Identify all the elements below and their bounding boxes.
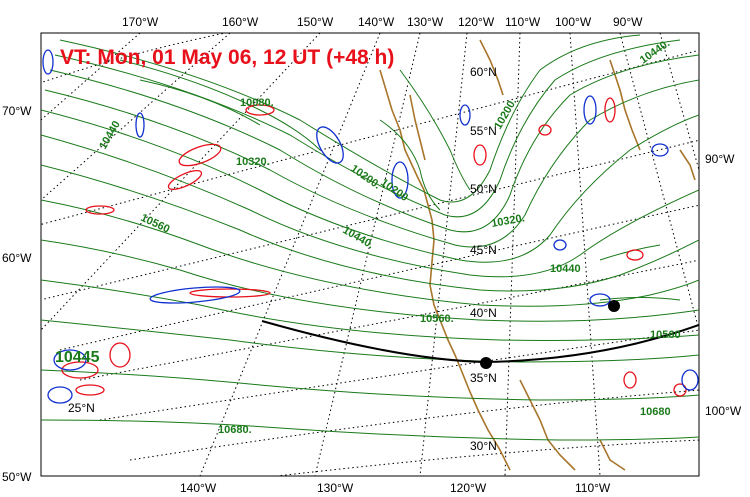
- left-label: 70°W: [2, 104, 32, 118]
- positive-contours: [61, 97, 687, 397]
- bottom-lon-label: 140°W: [180, 481, 217, 495]
- top-lon-label: 170°W: [122, 15, 159, 29]
- top-lon-label: 140°W: [358, 15, 395, 29]
- map-title: VT: Mon, 01 May 06, 12 UT (+48 h): [60, 46, 394, 69]
- bottom-lon-label: 110°W: [575, 481, 611, 495]
- lat-label-55: 55°N: [470, 124, 497, 138]
- lat-label-40: 40°N: [470, 306, 497, 320]
- trajectory-point-west[interactable]: [480, 357, 492, 369]
- lat-label-25: 25°N: [68, 401, 95, 415]
- lat-label-45: 45°N: [470, 243, 497, 257]
- latitude-labels: 60°N 55°N 50°N 45°N 40°N 35°N 30°N 25°N: [68, 65, 497, 453]
- contour-label: 10560: [650, 329, 681, 341]
- bottom-lon-label: 130°W: [317, 481, 354, 495]
- negative-contours: [42, 49, 699, 404]
- contour-label: 10320.: [490, 212, 525, 230]
- map-panel-border: [40, 32, 700, 477]
- left-label: 60°W: [2, 251, 32, 265]
- contour-label: 10320.: [236, 156, 270, 168]
- right-label: 90°W: [705, 152, 735, 166]
- top-lon-label: 100°W: [555, 15, 592, 29]
- contour-label: 10440: [550, 263, 581, 275]
- bottom-longitude-labels: 140°W 130°W 120°W 110°W: [180, 481, 611, 495]
- right-label: 100°W: [705, 404, 742, 418]
- bottom-lon-label: 120°W: [450, 481, 487, 495]
- left-label: 50°W: [2, 470, 32, 484]
- top-lon-label: 150°W: [297, 15, 334, 29]
- left-side-labels: 70°W 60°W 50°W: [2, 104, 32, 484]
- top-lon-label: 110°W: [505, 15, 541, 29]
- lat-label-50: 50°N: [470, 182, 497, 196]
- trajectory-point-east[interactable]: [608, 300, 620, 312]
- contour-label: 10680.: [218, 424, 252, 436]
- lat-label-60: 60°N: [470, 65, 497, 79]
- lat-label-30: 30°N: [470, 439, 497, 453]
- top-lon-label: 160°W: [222, 15, 259, 29]
- lat-label-35: 35°N: [470, 371, 497, 385]
- top-longitude-labels: 170°W 160°W 150°W 140°W 130°W 120°W 110°…: [122, 15, 643, 29]
- contour-label: 10560.: [420, 313, 454, 325]
- contour-label: 10080.: [240, 97, 274, 109]
- top-lon-label: 130°W: [407, 15, 444, 29]
- low-center-label: 10445: [55, 349, 100, 366]
- top-lon-label: 90°W: [613, 15, 643, 29]
- longitude-gridlines: [41, 33, 699, 476]
- right-side-labels: 90°W 100°W: [705, 152, 742, 418]
- top-lon-label: 120°W: [458, 15, 495, 29]
- height-contours: [41, 34, 699, 441]
- contour-label: 10680: [640, 406, 671, 418]
